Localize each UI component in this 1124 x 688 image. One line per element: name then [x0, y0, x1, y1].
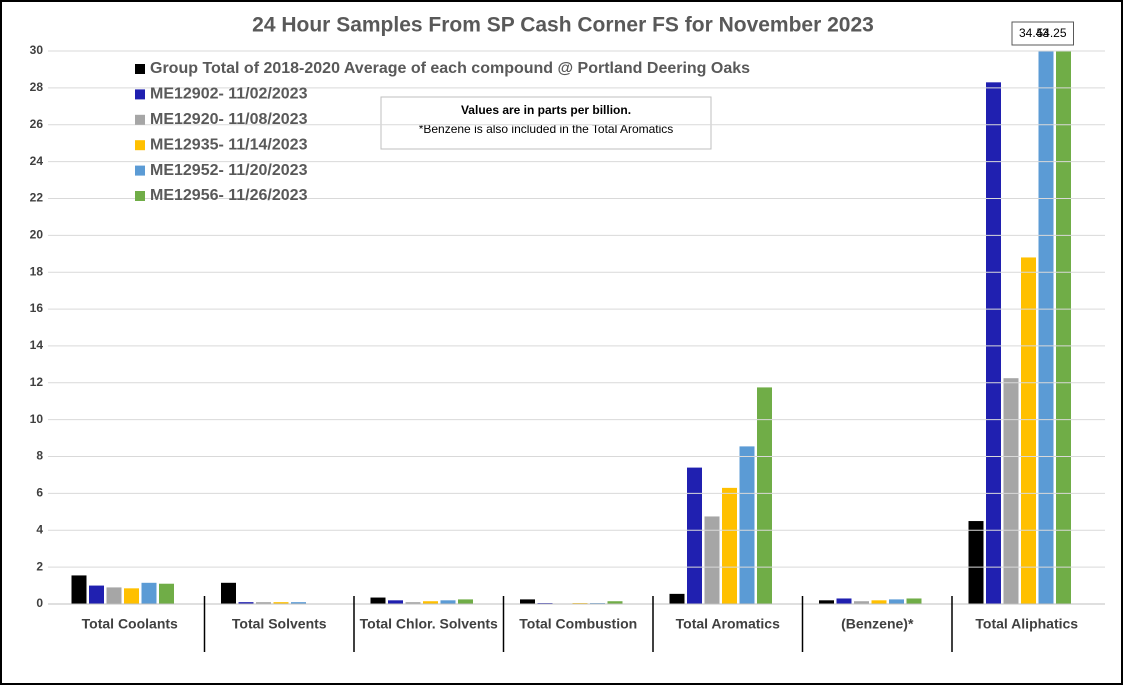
bar [1038, 51, 1054, 604]
bar [423, 601, 438, 604]
chart-title: 24 Hour Samples From SP Cash Corner FS f… [252, 14, 874, 37]
x-tick-label: Total Coolants [82, 616, 178, 632]
x-tick-label: Total Aliphatics [975, 616, 1078, 632]
bar [871, 600, 887, 604]
bar [405, 602, 421, 604]
bar [757, 387, 772, 604]
legend-label: Group Total of 2018-2020 Average of each… [150, 60, 750, 77]
bar [238, 602, 254, 604]
bar [854, 601, 869, 604]
data-label-box [1011, 21, 1074, 46]
data-label: 34.43 [1019, 26, 1049, 40]
legend-label: ME12956- 11/26/2023 [150, 187, 308, 204]
legend-swatch [135, 64, 145, 74]
x-tick-label: (Benzene)* [841, 616, 914, 632]
y-tick-label: 4 [36, 522, 43, 536]
y-tick-label: 12 [30, 375, 44, 389]
bar [1021, 257, 1036, 604]
bar [106, 587, 122, 604]
bar [71, 575, 87, 604]
legend-label: ME12920- 11/08/2023 [150, 111, 308, 128]
annotation: Values are in parts per billion. [461, 103, 631, 117]
bar [124, 588, 139, 604]
bar [739, 446, 755, 604]
bar [89, 585, 104, 604]
bar [291, 602, 306, 604]
x-tick-label: Total Chlor. Solvents [360, 616, 498, 632]
legend-swatch [135, 89, 145, 100]
bar [440, 600, 456, 604]
y-tick-label: 26 [30, 117, 44, 131]
bar [836, 598, 852, 604]
y-tick-label: 30 [30, 43, 44, 57]
bar [986, 82, 1001, 604]
bar [669, 593, 685, 604]
bar [141, 582, 157, 604]
bar [704, 516, 720, 604]
bar [256, 602, 271, 604]
bar [722, 487, 737, 604]
bar [687, 467, 702, 604]
x-tick-label: Total Solvents [232, 616, 327, 632]
legend-swatch [135, 114, 145, 125]
legend-swatch [135, 165, 145, 176]
y-tick-label: 10 [30, 412, 44, 426]
bar [388, 600, 403, 604]
bar [370, 597, 386, 604]
y-tick-label: 28 [30, 80, 44, 94]
y-tick-label: 2 [36, 559, 43, 573]
y-tick-label: 8 [36, 449, 43, 463]
plot-area [71, 51, 1071, 604]
legend-label: ME12902- 11/02/2023 [150, 86, 308, 103]
y-tick-label: 14 [30, 338, 44, 352]
y-tick-label: 6 [36, 486, 43, 500]
bar [1056, 51, 1071, 604]
bar [159, 583, 174, 604]
bar [273, 602, 289, 604]
bar [889, 599, 904, 604]
legend-swatch [135, 191, 145, 201]
bar [607, 601, 623, 604]
y-tick-label: 0 [36, 596, 43, 610]
y-tick-label: 20 [30, 228, 44, 242]
legend-label: ME12952- 11/20/2023 [150, 162, 308, 179]
x-tick-label: Total Combustion [519, 616, 637, 632]
bar [458, 599, 473, 604]
bar [1003, 378, 1019, 604]
bar [520, 599, 535, 604]
x-tick-label: Total Aromatics [676, 616, 780, 632]
bar [819, 600, 834, 604]
legend-label: ME12935- 11/14/2023 [150, 136, 308, 153]
annotation: *Benzene is also included in the Total A… [419, 122, 674, 136]
data-label: 54.25 [1036, 26, 1066, 40]
bar [968, 521, 984, 604]
legend-swatch [135, 140, 145, 151]
y-tick-label: 24 [30, 154, 44, 168]
y-tick-label: 16 [30, 301, 44, 315]
y-tick-label: 18 [30, 264, 44, 278]
y-tick-label: 22 [30, 191, 44, 205]
bar [221, 582, 236, 604]
bar [906, 598, 922, 604]
annotation-box [380, 96, 712, 150]
